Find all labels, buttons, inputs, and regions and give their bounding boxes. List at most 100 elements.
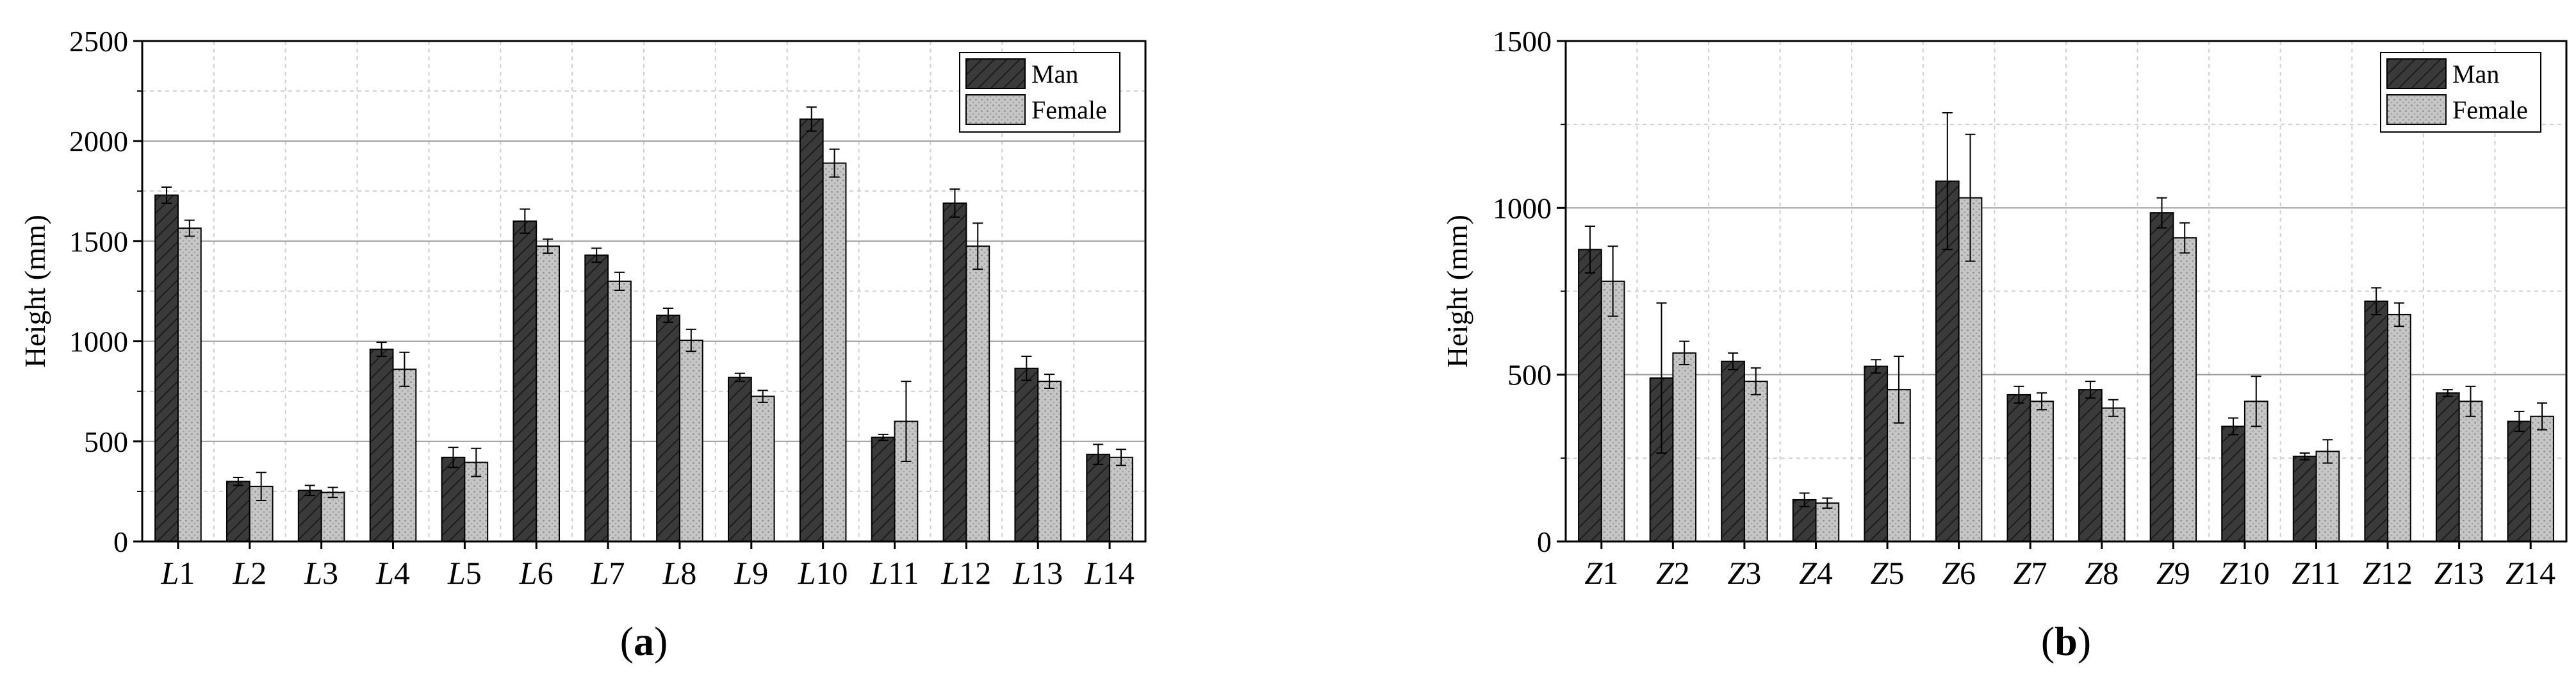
x-tick-label-number: 7	[2031, 555, 2047, 591]
bar-man	[1086, 454, 1111, 543]
bar-man	[1014, 367, 1039, 542]
x-tick-label-number: 8	[2103, 555, 2119, 591]
y-tick-label: 1500	[1493, 25, 1552, 58]
bar-female	[750, 395, 775, 543]
bar-female	[1743, 381, 1768, 543]
x-tick-label: L3	[304, 555, 338, 591]
bar-female	[1600, 280, 1625, 542]
bar-female	[320, 492, 345, 542]
x-tick-label: Z7	[2014, 555, 2047, 591]
x-tick-label-prefix: Z	[2434, 555, 2453, 591]
x-tick-label: L6	[519, 555, 554, 591]
bar-female	[2458, 401, 2483, 542]
x-tick-label-number: 12	[959, 555, 991, 591]
bar-man	[513, 220, 537, 542]
bar-man	[2006, 393, 2031, 543]
x-tick-label: L4	[375, 555, 410, 591]
legend: Man Female	[2380, 52, 2541, 133]
x-tick-label-prefix: L	[940, 555, 959, 591]
bar-female	[536, 245, 561, 542]
x-tick-label-number: 3	[1745, 555, 1761, 591]
x-tick-label-prefix: L	[734, 555, 752, 591]
bar-man	[2435, 392, 2460, 543]
bar-man	[799, 118, 824, 542]
x-tick-label-prefix: Z	[2292, 555, 2311, 591]
x-tick-label-prefix: Z	[1656, 555, 1675, 591]
bar-man	[441, 456, 466, 542]
y-axis-label: Height (mm)	[1441, 215, 1473, 368]
x-tick-label: L8	[662, 555, 697, 591]
x-tick-label: Z2	[1656, 555, 1690, 591]
y-tick-label: 1000	[69, 326, 128, 358]
legend-label-man: Man	[2452, 60, 2499, 88]
bar-man	[2507, 420, 2532, 542]
x-tick-label-number: 12	[2381, 555, 2413, 591]
x-tick-label-number: 14	[1103, 555, 1135, 591]
x-tick-label: L13	[1012, 555, 1063, 591]
x-tick-label-number: 1	[1602, 555, 1618, 591]
bar-man	[1721, 360, 1745, 543]
bar-man	[871, 436, 896, 542]
x-tick-label-prefix: L	[1084, 555, 1103, 591]
bar-man	[369, 349, 394, 542]
x-tick-label-prefix: Z	[2363, 555, 2381, 591]
x-tick-label-prefix: L	[519, 555, 537, 591]
x-tick-label-prefix: L	[232, 555, 250, 591]
bar-female	[1815, 502, 1840, 543]
bar-man	[2221, 425, 2245, 542]
y-tick-label: 500	[1507, 359, 1552, 392]
bar-man	[2292, 456, 2317, 542]
y-tick-label: 2500	[69, 25, 128, 58]
x-tick-label: Z14	[2506, 555, 2555, 591]
bar-man	[297, 490, 322, 543]
legend-swatch-female	[965, 94, 1026, 125]
panel-label: (b)	[2041, 618, 2091, 664]
y-tick-label: 1500	[69, 225, 128, 258]
bar-man	[727, 376, 752, 542]
legend-label-female: Female	[2452, 95, 2528, 124]
panel-label-letter: b	[2055, 618, 2078, 664]
x-tick-label-number: 6	[1960, 555, 1976, 591]
x-tick-label-prefix: Z	[1728, 555, 1746, 591]
x-tick-label-prefix: L	[375, 555, 394, 591]
x-tick-label-prefix: Z	[2014, 555, 2032, 591]
x-tick-label-prefix: L	[870, 555, 889, 591]
legend-label-man: Man	[1031, 60, 1078, 88]
legend-label-female: Female	[1031, 95, 1107, 124]
legend-swatch-man	[2386, 58, 2447, 89]
x-tick-label: Z13	[2434, 555, 2484, 591]
x-tick-label-number: 11	[2309, 555, 2340, 591]
x-tick-label: Z1	[1584, 555, 1618, 591]
x-tick-label: Z3	[1728, 555, 1762, 591]
x-tick-label-number: 14	[2523, 555, 2555, 591]
y-tick-label: 1000	[1493, 192, 1552, 224]
bar-man	[656, 314, 680, 542]
x-tick-label-prefix: L	[591, 555, 609, 591]
x-tick-label-number: 2	[1674, 555, 1690, 591]
x-tick-label-number: 1	[179, 555, 195, 591]
x-tick-label-number: 7	[609, 555, 625, 591]
y-tick-label: 2000	[69, 125, 128, 158]
x-tick-label: L14	[1084, 555, 1135, 591]
x-tick-label-prefix: L	[161, 555, 179, 591]
x-tick-label: L1	[161, 555, 195, 591]
panel-label-letter: a	[634, 618, 654, 664]
x-tick-label-prefix: L	[1012, 555, 1031, 591]
x-tick-label: L7	[591, 555, 625, 591]
y-tick-label: 0	[1537, 525, 1552, 558]
x-tick-label-prefix: Z	[2156, 555, 2175, 591]
x-tick-label: L2	[232, 555, 267, 591]
bar-female	[177, 227, 202, 542]
x-tick-label-prefix: Z	[2220, 555, 2238, 591]
bar-female	[822, 162, 847, 542]
bar-female	[2172, 237, 2197, 542]
x-tick-label-number: 13	[2452, 555, 2484, 591]
x-tick-label-number: 4	[1817, 555, 1833, 591]
bar-man	[584, 254, 609, 542]
panel-label-open: (	[2041, 618, 2055, 664]
x-tick-label-prefix: Z	[1871, 555, 1889, 591]
